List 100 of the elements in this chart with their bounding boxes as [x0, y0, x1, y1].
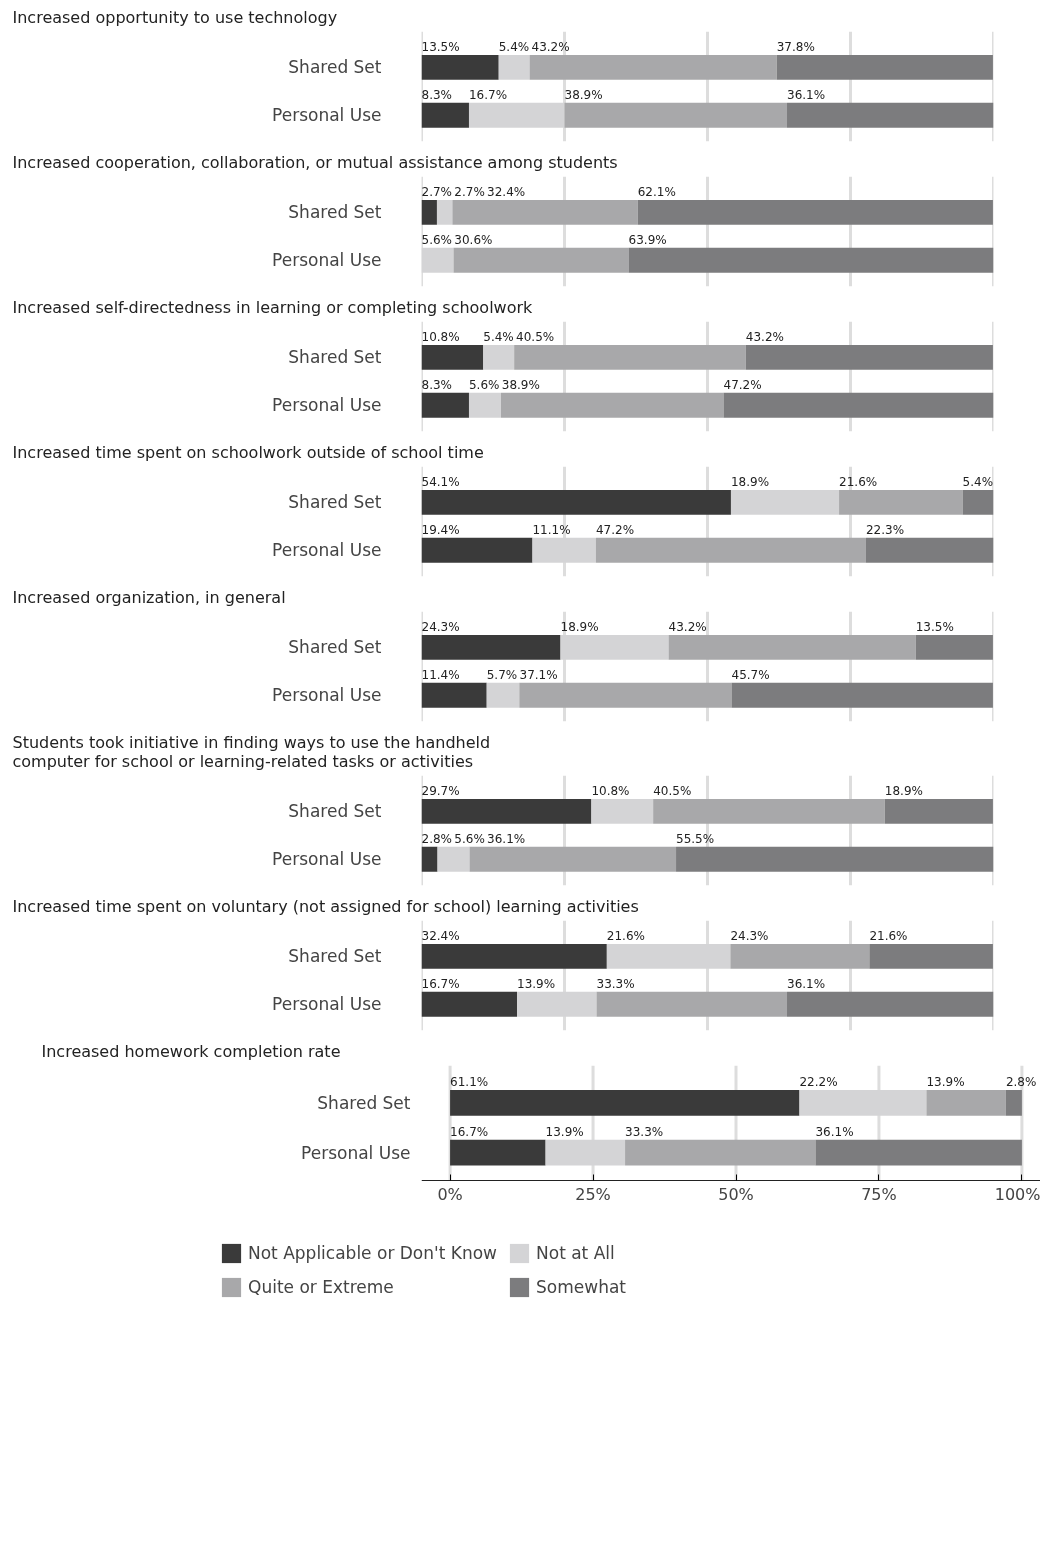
data-label: 45.7%	[731, 667, 770, 682]
y-tick-label: Shared Set	[288, 492, 382, 513]
y-tick-label: Shared Set	[288, 57, 382, 78]
data-label: 5.6%	[454, 831, 485, 846]
data-label: 30.6%	[454, 232, 493, 247]
y-tick-label: Personal Use	[272, 849, 382, 870]
chart-title: Increased cooperation, collaboration, or mutual assistance among students	[12, 152, 618, 172]
bar	[421, 489, 731, 515]
bar	[839, 489, 963, 515]
data-label: 13.9%	[926, 1074, 965, 1089]
bar	[730, 489, 840, 515]
bar	[676, 846, 994, 872]
bar	[501, 392, 724, 418]
bar	[421, 54, 499, 80]
data-label: 2.8%	[421, 831, 452, 846]
bar	[421, 199, 437, 225]
x-tick-label: 25%	[575, 1185, 611, 1205]
data-label: 54.1%	[421, 474, 460, 489]
data-label: 61.1%	[450, 1074, 489, 1089]
data-label: 16.7%	[468, 87, 508, 102]
bar	[962, 489, 994, 515]
bar	[486, 682, 520, 708]
bar	[519, 682, 732, 708]
data-label: 16.7%	[450, 1124, 489, 1139]
bar	[787, 991, 994, 1017]
bar	[421, 344, 484, 370]
bar	[469, 846, 677, 872]
bar	[915, 634, 993, 660]
bar	[514, 344, 746, 370]
bar	[653, 798, 885, 824]
bar	[723, 392, 994, 418]
text: Increased organization, in general	[12, 587, 286, 607]
text: Students took initiative in finding ways to use the handheld computer for school or learning-related tasks or activities	[12, 732, 491, 771]
y-tick-label: Shared Set	[288, 202, 382, 223]
data-label: 22.2%	[799, 1074, 838, 1089]
data-label: 47.2%	[723, 377, 762, 392]
data-label: 5.4%	[498, 39, 530, 54]
data-label: 22.3%	[865, 522, 905, 537]
bar	[731, 682, 993, 708]
bar	[421, 943, 607, 969]
data-label: 37.1%	[519, 667, 558, 682]
data-label: 29.7%	[421, 783, 460, 798]
y-tick-label: Shared Set	[288, 946, 382, 967]
data-label: 33.3%	[596, 976, 635, 991]
bar	[815, 1139, 1022, 1166]
text: Increased self-directedness in learning or completing schoolwork	[12, 297, 534, 317]
bar	[421, 634, 561, 660]
data-label: 5.7%	[486, 667, 518, 682]
bar	[450, 1139, 546, 1166]
y-tick-label: Personal Use	[272, 395, 382, 416]
data-label: 32.4%	[421, 928, 460, 943]
data-label: 36.1%	[787, 87, 826, 102]
y-tick-label: Shared Set	[288, 801, 382, 822]
bar	[869, 943, 993, 969]
bar	[450, 1089, 800, 1116]
data-label: 24.3%	[730, 928, 769, 943]
bar	[628, 247, 994, 273]
x-tick-label: 50%	[718, 1185, 754, 1205]
data-label: 8.3%	[421, 377, 452, 392]
data-label: 18.9%	[730, 474, 770, 489]
y-tick-label: Personal Use	[272, 250, 382, 271]
bar	[421, 392, 469, 418]
text: Increased time spent on schoolwork outside of school time	[12, 442, 484, 462]
data-label: 19.4%	[421, 522, 460, 537]
data-label: 43.2%	[745, 329, 784, 344]
y-tick-label: Personal Use	[272, 994, 382, 1015]
data-label: 36.1%	[815, 1124, 854, 1139]
data-label: 47.2%	[595, 522, 635, 537]
data-label: 11.4%	[421, 667, 460, 682]
data-label: 36.1%	[487, 831, 526, 846]
data-label: 24.3%	[421, 619, 460, 634]
bar	[529, 54, 777, 80]
data-label: 43.2%	[668, 619, 707, 634]
data-label: 5.4%	[483, 329, 514, 344]
bar	[453, 247, 629, 273]
data-label: 13.5%	[915, 619, 954, 634]
bar	[498, 54, 530, 80]
data-label: 5.4%	[962, 474, 994, 489]
text: Increased homework completion rate	[41, 1041, 341, 1061]
data-label: 63.9%	[628, 232, 667, 247]
data-label: 2.7%	[454, 184, 485, 199]
bar	[865, 537, 994, 563]
y-tick-label: Personal Use	[301, 1142, 411, 1163]
bar	[437, 846, 470, 872]
bar	[637, 199, 993, 225]
data-label: 13.9%	[545, 1124, 584, 1139]
data-label: 21.6%	[606, 928, 645, 943]
bar	[595, 537, 866, 563]
bar	[564, 102, 788, 128]
data-label: 36.1%	[787, 976, 826, 991]
data-label: 38.9%	[501, 377, 540, 392]
data-label: 21.6%	[869, 928, 908, 943]
bar	[884, 798, 993, 824]
y-tick-label: Shared Set	[288, 347, 382, 368]
y-tick-label: Shared Set	[288, 637, 382, 658]
x-tick-label: 100%	[994, 1185, 1041, 1205]
bar	[483, 344, 515, 370]
bar	[668, 634, 916, 660]
bar	[421, 798, 592, 824]
data-label: 21.6%	[839, 474, 878, 489]
